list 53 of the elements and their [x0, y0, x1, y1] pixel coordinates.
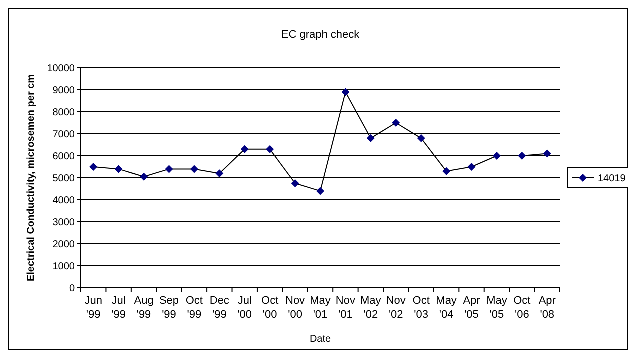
legend-label: 14019 — [598, 174, 626, 184]
point — [291, 180, 300, 188]
point — [190, 165, 198, 174]
x-tick-label: Apr '08 — [538, 295, 556, 321]
x-tick-label: Oct '06 — [514, 295, 531, 321]
y-tick-label: 3000 — [52, 218, 76, 228]
point — [468, 163, 476, 171]
y-tick-label: 0 — [69, 284, 76, 294]
y-tick-label: 4000 — [52, 196, 76, 206]
y-tick-label: 5000 — [52, 174, 76, 184]
x-tick-label: Jul '99 — [112, 295, 126, 321]
y-axis-title: Electrical Conductivity, microsemen per cm — [26, 74, 37, 282]
point — [90, 163, 98, 171]
x-tick-label: Oct '00 — [262, 295, 279, 321]
point — [543, 150, 552, 158]
point — [442, 167, 451, 176]
point — [240, 145, 249, 154]
x-tick-label: Apr '05 — [463, 295, 481, 321]
point — [342, 88, 350, 96]
x-tick-label: Nov '02 — [386, 295, 406, 321]
x-tick-label: Jun '99 — [84, 295, 102, 321]
chart-title: EC graph check — [281, 29, 360, 41]
x-tick-label: Oct '99 — [186, 295, 204, 321]
x-axis-title: Date — [310, 334, 332, 345]
point — [366, 134, 375, 142]
y-tick-label: 9000 — [52, 86, 76, 96]
point — [216, 170, 224, 178]
x-tick-label: May '01 — [310, 295, 332, 321]
x-tick-label: Nov '01 — [336, 295, 356, 321]
point — [266, 145, 274, 154]
y-tick-label: 8000 — [52, 108, 76, 118]
x-tick-label: May '04 — [436, 295, 458, 321]
y-tick-label: 1000 — [52, 262, 76, 272]
x-tick-label: May '05 — [486, 295, 508, 321]
y-tick-label: 6000 — [52, 152, 76, 162]
y-tick-label: 2000 — [52, 240, 76, 250]
x-tick-label: Jul '00 — [238, 295, 252, 321]
x-tick-label: May '02 — [360, 295, 382, 321]
y-tick-label: 7000 — [52, 130, 76, 140]
point — [114, 165, 123, 174]
y-tick-label: 10000 — [47, 64, 76, 74]
point — [165, 165, 174, 174]
point — [316, 187, 324, 196]
point — [518, 152, 526, 160]
x-tick-label: Oct '03 — [412, 295, 430, 321]
point — [417, 134, 426, 142]
x-tick-label: Aug '99 — [134, 295, 154, 321]
x-tick-label: Nov '00 — [286, 295, 306, 321]
x-tick-label: Sep '99 — [159, 295, 180, 321]
point — [492, 152, 501, 160]
point — [392, 119, 400, 127]
x-tick-label: Dec '99 — [210, 295, 230, 321]
point — [140, 172, 148, 181]
